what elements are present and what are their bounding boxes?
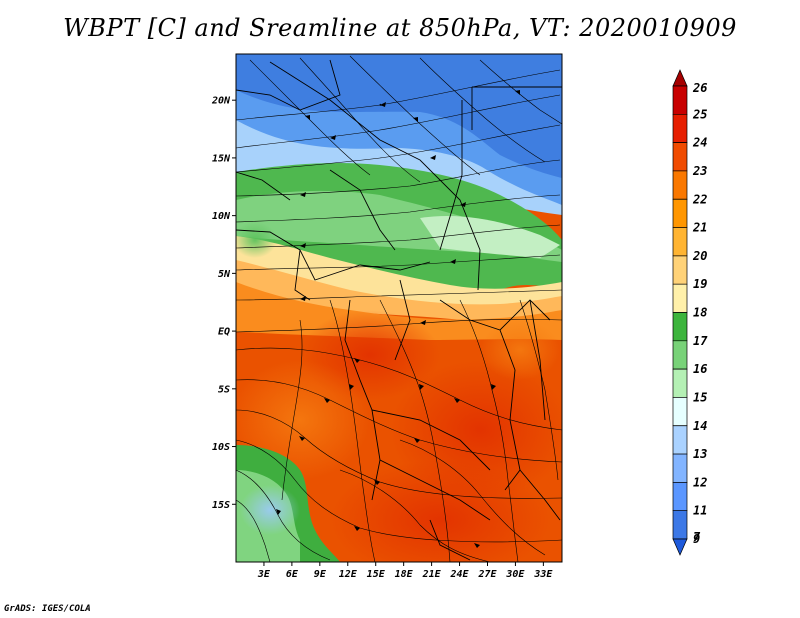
colorbar-segment <box>672 255 688 285</box>
colorbar-label: 16 <box>693 362 707 376</box>
lon-tick-label: 27E <box>477 569 497 580</box>
lon-tick-label: 21E <box>422 569 442 580</box>
lon-tick-label: 9E <box>314 569 327 580</box>
lat-tick-label: 5S <box>218 384 230 395</box>
lon-tick-label: 15E <box>367 569 386 580</box>
colorbar-label: 23 <box>692 164 707 178</box>
colorbar-label: 24 <box>692 136 707 150</box>
lat-tick-label: EQ <box>218 327 230 338</box>
lon-tick-label: 18E <box>395 569 414 580</box>
colorbar-label: 26 <box>692 81 707 95</box>
colorbar-label: 11 <box>693 504 707 518</box>
colorbar-segment <box>672 283 688 313</box>
colorbar-label: 7 <box>693 530 701 544</box>
lon-tick-label: 12E <box>339 569 358 580</box>
colorbar-label: 25 <box>692 107 707 121</box>
colorbar: 26 25 24 23 22 21 20 19 18 17 16 15 14 13 12 11 97 <box>672 69 708 556</box>
streamline-arrows <box>276 90 520 548</box>
wbpt-field <box>236 54 562 562</box>
colorbar-label: 21 <box>692 221 707 235</box>
lon-tick-label: 6E <box>286 569 299 580</box>
lat-tick-label: 10S <box>212 442 230 453</box>
colorbar-label: 13 <box>693 447 707 461</box>
lon-tick-label: 3E <box>257 569 271 580</box>
colorbar-label: 15 <box>693 390 707 404</box>
lat-tick-label: 10N <box>212 211 231 222</box>
colorbar-segment <box>672 69 688 87</box>
colorbar-segment <box>672 227 688 257</box>
country-borders <box>236 59 562 561</box>
colorbar-segment <box>672 425 688 455</box>
colorbar-label: 19 <box>693 277 707 291</box>
colorbar-segment <box>672 170 688 200</box>
colorbar-label: 22 <box>692 192 707 206</box>
colorbar-label: 20 <box>692 249 707 263</box>
chart-title: WBPT [C] and Sreamline at 850hPa, VT: 20… <box>63 14 737 42</box>
latitude-axis: 20N 15N 10N 5N EQ 5S 10S 15S <box>211 96 236 511</box>
colorbar-segment <box>672 85 688 115</box>
colorbar-segment <box>672 482 688 512</box>
lat-tick-label: 5N <box>218 269 231 280</box>
streamlines <box>236 55 562 562</box>
colorbar-segment <box>672 312 688 342</box>
colorbar-segment <box>672 397 688 427</box>
lon-tick-label: 33E <box>533 569 553 580</box>
colorbar-label: 14 <box>693 419 707 433</box>
colorbar-label: 18 <box>693 306 707 320</box>
colorbar-segment <box>672 453 688 483</box>
grads-credit: GrADS: IGES/COLA <box>4 604 91 614</box>
lat-tick-label: 15S <box>212 500 230 511</box>
colorbar-segment <box>672 368 688 398</box>
lon-tick-label: 30E <box>505 569 525 580</box>
lat-tick-label: 15N <box>212 153 231 164</box>
colorbar-segment <box>672 510 688 540</box>
lat-tick-label: 20N <box>211 96 231 107</box>
colorbar-segment <box>672 113 688 143</box>
colorbar-segment <box>672 198 688 228</box>
colorbar-label: 17 <box>693 334 708 348</box>
longitude-axis: 3E 6E 9E 12E 15E 18E 21E 24E 27E 30E 33E <box>257 562 553 580</box>
lon-tick-label: 24E <box>450 569 470 580</box>
colorbar-label: 12 <box>693 475 707 489</box>
map-frame <box>235 53 563 563</box>
colorbar-label: 9 <box>693 532 700 546</box>
colorbar-segment <box>672 538 688 556</box>
colorbar-segment <box>672 142 688 172</box>
colorbar-segment <box>672 340 688 370</box>
